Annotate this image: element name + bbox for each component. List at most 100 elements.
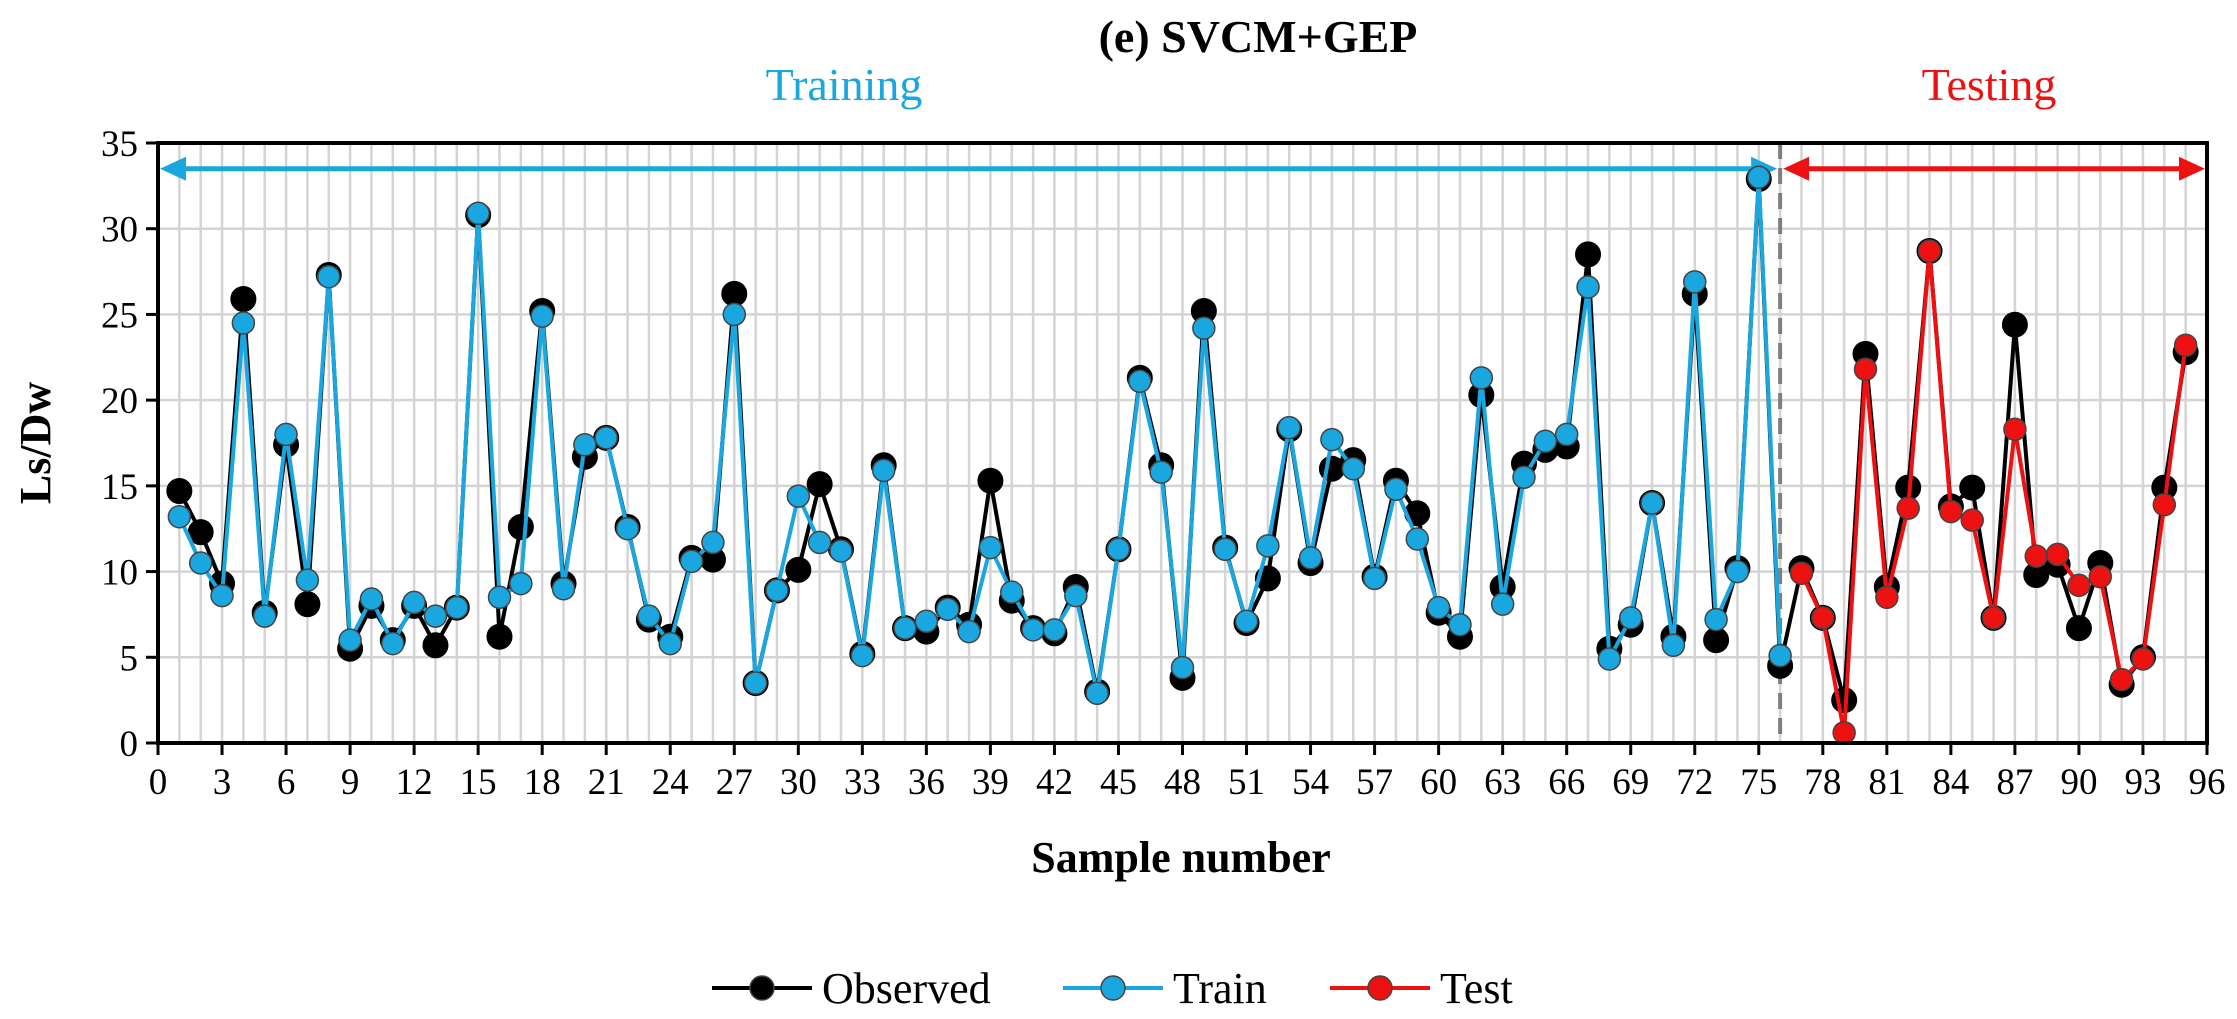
- data-point-train: [807, 530, 832, 555]
- x-tick-label: 93: [2124, 762, 2161, 803]
- x-tick-label: 78: [1804, 762, 1841, 803]
- data-point-train: [1320, 427, 1344, 452]
- data-point-train: [1426, 595, 1451, 620]
- legend-label-test: Test: [1440, 964, 1513, 1013]
- data-point-test: [1811, 606, 1835, 630]
- x-tick-label: 48: [1164, 762, 1201, 803]
- x-tick-label: 66: [1548, 762, 1585, 803]
- data-point-train: [829, 539, 853, 563]
- x-tick-label: 69: [1612, 762, 1649, 803]
- data-point-train: [1042, 618, 1067, 642]
- data-point-train: [551, 576, 576, 601]
- data-point-train: [317, 264, 341, 289]
- data-point-test: [1832, 720, 1856, 745]
- data-point-test: [1960, 508, 1984, 532]
- data-point-train: [509, 571, 533, 596]
- data-point-observed: [166, 478, 193, 504]
- data-point-train: [1277, 415, 1301, 440]
- data-point-test: [2109, 667, 2134, 692]
- data-point-train: [765, 578, 789, 603]
- data-point-train: [1128, 369, 1152, 394]
- x-tick-label: 45: [1100, 762, 1137, 803]
- data-point-observed: [721, 280, 748, 307]
- data-point-train: [295, 568, 320, 592]
- x-tick-label: 87: [1996, 762, 2033, 803]
- data-point-observed: [1703, 627, 1730, 654]
- data-point-train: [1704, 607, 1728, 632]
- data-point-train: [1683, 270, 1707, 294]
- data-point-test: [2003, 417, 2027, 442]
- data-point-observed: [507, 514, 534, 540]
- legend-label-train: Train: [1173, 964, 1267, 1013]
- data-point-train: [210, 583, 234, 608]
- data-point-train: [1106, 537, 1131, 562]
- data-point-train: [1512, 465, 1536, 490]
- data-point-train: [1021, 618, 1045, 642]
- data-point-observed: [2065, 615, 2092, 642]
- data-point-observed: [486, 623, 513, 650]
- data-point-train: [1256, 534, 1280, 558]
- y-tick-label: 0: [120, 724, 139, 765]
- data-point-train: [1533, 429, 1558, 454]
- data-point-train: [893, 616, 917, 640]
- data-point-train: [274, 422, 298, 447]
- data-point-train: [594, 426, 618, 450]
- y-tick-label: 10: [101, 553, 138, 594]
- x-tick-label: 57: [1356, 762, 1393, 803]
- data-point-test: [1789, 561, 1814, 586]
- data-point-train: [1000, 580, 1024, 604]
- data-point-train: [1490, 592, 1515, 616]
- data-point-train: [252, 604, 277, 628]
- series-train: [167, 165, 1792, 706]
- data-point-train: [530, 304, 554, 328]
- region-testing-arrow: [1783, 156, 2205, 181]
- legend-item-train: Train: [1063, 964, 1267, 1013]
- data-point-test: [1917, 239, 1942, 263]
- legend-label-observed: Observed: [822, 964, 991, 1013]
- y-tick-label: 35: [101, 124, 138, 165]
- data-point-test: [2131, 647, 2155, 671]
- legend-marker-test: [1367, 975, 1393, 1001]
- data-point-observed: [977, 467, 1004, 494]
- data-point-train: [722, 302, 747, 327]
- data-point-train: [359, 587, 384, 611]
- x-tick-label: 3: [213, 762, 232, 803]
- data-point-train: [1213, 537, 1237, 562]
- series: [166, 165, 2199, 745]
- data-point-train: [1234, 609, 1259, 634]
- legend-item-observed: Observed: [712, 964, 991, 1013]
- data-point-observed: [294, 591, 321, 618]
- data-point-train: [1768, 643, 1792, 668]
- data-point-train: [1725, 559, 1750, 584]
- y-tick-label: 20: [101, 381, 138, 422]
- x-tick-label: 12: [396, 762, 433, 803]
- data-point-train: [615, 516, 640, 541]
- data-point-train: [423, 604, 448, 628]
- x-tick-label: 18: [524, 762, 561, 803]
- data-point-train: [466, 201, 490, 226]
- data-point-train: [1362, 566, 1387, 591]
- data-point-train: [871, 458, 896, 483]
- data-point-train: [402, 590, 426, 615]
- legend-marker-train: [1100, 975, 1126, 1001]
- data-point-observed: [230, 286, 257, 312]
- data-point-train: [381, 631, 405, 656]
- data-point-train: [1576, 275, 1600, 299]
- x-axis-title: Sample number: [1031, 833, 1330, 882]
- x-tick-label: 96: [2189, 762, 2226, 803]
- data-point-test: [1853, 357, 1878, 382]
- x-tick-label: 27: [716, 762, 753, 803]
- data-point-train: [786, 484, 811, 508]
- data-point-train: [1064, 583, 1088, 608]
- data-point-train: [978, 535, 1003, 560]
- region-label-training: Training: [766, 59, 923, 110]
- data-point-train: [1597, 647, 1622, 671]
- x-tick-label: 33: [844, 762, 881, 803]
- data-point-train: [1298, 546, 1323, 570]
- data-point-observed: [1575, 241, 1602, 268]
- data-point-train: [850, 643, 875, 668]
- data-point-test: [2067, 573, 2091, 598]
- x-tick-label: 72: [1676, 762, 1713, 803]
- data-point-observed: [806, 471, 833, 498]
